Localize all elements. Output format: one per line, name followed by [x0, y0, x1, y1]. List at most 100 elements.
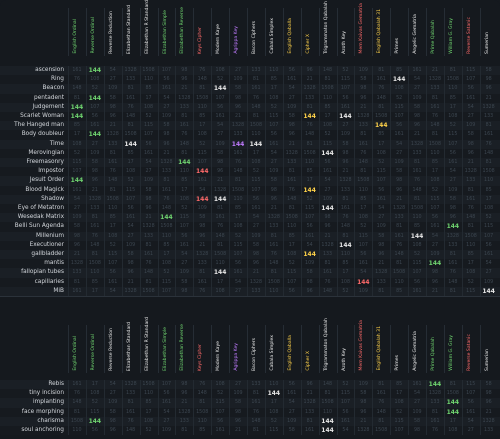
value-cell: 52 — [431, 187, 438, 193]
table-row[interactable]: Body doubleur 17 144 1328 1508 107 98 76 108 27 13… — [0, 130, 500, 140]
value-cell: 107 — [161, 68, 172, 73]
column-keys-cipher[interactable]: Keys Cipher — [193, 4, 211, 54]
column-azoth-key[interactable]: Azoth Key — [337, 4, 355, 54]
table-row[interactable]: ascension 161 144 54 1328 1508 107 98 76 108 27 133… — [0, 66, 500, 76]
table-row[interactable]: MiB 161 17 54 1328 1508 107 98 76 108 27 133 110 56 96… — [0, 286, 500, 296]
table-row[interactable]: gallbladder 21 81 115 58 161 17 54 1328 1508 107 98… — [0, 250, 500, 260]
table-row[interactable]: Blood Magick 161 21 81 115 58 161 17 54 1328 1508 1… — [0, 185, 500, 195]
table-row[interactable]: tiny incision 76 108 27 133 110 56 96 148 52 109 81… — [0, 389, 500, 399]
table-row[interactable]: Shadow 54 1328 1508 107 98 76 108 144 144 110 56 96 1… — [0, 194, 500, 204]
table-row[interactable]: fallopian tubes 133 110 56 96 148 52 109 81 144 16… — [0, 268, 500, 278]
column-label: English Ordinal — [73, 19, 78, 54]
column-william-g-gray[interactable]: William G. Gray — [444, 321, 462, 371]
table-row[interactable]: implanting 148 52 109 81 85 161 21 81 115 58 161 17 5… — [0, 398, 500, 408]
column-english-qabalah-31[interactable]: English Qabalah 31 — [372, 4, 390, 54]
value-cell: 107 — [394, 428, 404, 433]
value-cell: 148 — [466, 215, 476, 221]
column-modern-kaye[interactable]: Modern Kaye — [211, 4, 229, 54]
value-cell: 107 — [161, 288, 172, 294]
table-row[interactable]: Judgement 144 107 98 76 108 27 133 110 56 96 148 52 1… — [0, 102, 500, 112]
value-cell: 56 — [252, 196, 259, 202]
table-row[interactable]: charisma 1508 144 98 76 108 27 133 110 56 96 148 52 1… — [0, 416, 500, 426]
column-elizabethan-simple[interactable]: Elizabethan Simple — [158, 4, 176, 54]
column-separator — [479, 325, 481, 373]
column-angelic-gematria[interactable]: Angelic Gematria — [408, 4, 426, 54]
table-row[interactable]: Belli Sun Agenda 58 161 17 54 1328 1508 107 98 76… — [0, 222, 500, 232]
table-row[interactable]: soul anchoring 110 56 96 148 52 109 81 85 161 21 81… — [0, 426, 500, 436]
column-bacon-ciphers[interactable]: Bacon Ciphers — [247, 4, 265, 54]
column-bacon-ciphers[interactable]: Bacon Ciphers — [247, 321, 265, 371]
table-row[interactable]: Freemasonry 115 58 161 17 54 1328 144 107 98 76 108… — [0, 158, 500, 168]
table-row[interactable]: Merovingian 52 109 81 85 161 21 81 115 58 161 17 54 1… — [0, 148, 500, 158]
row-label: Beacon — [42, 85, 64, 92]
table-row[interactable]: capillaries 81 85 161 21 81 115 58 161 17 54 1328 15… — [0, 277, 500, 287]
column-agrippa-key[interactable]: Agrippa Key — [229, 321, 247, 371]
column-modern-kaye[interactable]: Modern Kaye — [211, 321, 229, 371]
table-row[interactable]: Time 108 27 133 144 56 96 148 52 109 144 144 161 21 81… — [0, 139, 500, 149]
table-row[interactable]: Ring 76 108 27 133 110 56 96 148 52 109 81 85 161 21 81… — [0, 75, 500, 85]
table-row[interactable]: Impostor 107 98 76 108 27 133 110 144 96 148 52 109 8… — [0, 167, 500, 177]
table-row[interactable]: Millenium 98 76 108 27 133 110 56 96 148 52 109 81 85… — [0, 231, 500, 241]
column-english-ordinal[interactable]: English Ordinal — [68, 4, 86, 54]
column-english-qabalah-31[interactable]: English Qabalah 31 — [372, 321, 390, 371]
column-sumerian[interactable]: Sumerian — [480, 4, 498, 54]
column-english-qaballa[interactable]: English Qaballa — [283, 4, 301, 54]
column-cabala-simplex[interactable]: Cabala Simplex — [265, 4, 283, 54]
column-english-ordinal[interactable]: English Ordinal — [68, 321, 86, 371]
table-row[interactable]: Beacon 148 52 109 81 85 161 21 81 144 58 161 17 54 132… — [0, 84, 500, 94]
column-prime-qabalah[interactable]: Prime Qabalah — [426, 321, 444, 371]
column-mem-kaivas-gematria[interactable]: Mem Kaivas Gematria — [354, 3, 372, 54]
column-sumerian[interactable]: Sumerian — [480, 321, 498, 371]
column-english-qaballa[interactable]: English Qaballa — [283, 321, 301, 371]
column-primes[interactable]: Primes — [390, 321, 408, 371]
column-reverse-ordinal[interactable]: Reverse Ordinal — [86, 4, 104, 54]
column-elizabethan-simple[interactable]: Elizabethan Simple — [158, 321, 176, 371]
table-row[interactable]: Eye of Metatron 27 133 110 56 96 148 52 109 81 85 1… — [0, 204, 500, 214]
column-elizabethan-standard[interactable]: Elizabethan Standard — [122, 321, 140, 371]
table-row[interactable]: Jesuit Order 144 96 148 52 109 81 85 161 21 81 115 5… — [0, 176, 500, 186]
column-cipher-x[interactable]: Cipher X — [301, 321, 319, 371]
column-elizabethan-reverse[interactable]: Elizabethan Reverse — [175, 321, 193, 371]
column-william-g-gray[interactable]: William G. Gray — [444, 4, 462, 54]
column-reverse-reduction[interactable]: Reverse Reduction — [104, 4, 122, 54]
column-reverse-ordinal[interactable]: Reverse Ordinal — [86, 321, 104, 371]
column-angelic-gematria[interactable]: Angelic Gematria — [408, 321, 426, 371]
column-elizabethan-r-standard[interactable]: Elizabethan R Standard — [140, 317, 158, 371]
column-trigrammaton-qabalah[interactable]: Trigrammaton Qabalah — [319, 1, 337, 54]
value-cell: 96 — [413, 123, 421, 129]
value-cell: 76 — [306, 123, 313, 129]
value-cell: 107 — [305, 215, 315, 221]
column-keys-cipher[interactable]: Keys Cipher — [193, 321, 211, 371]
value-cell: 109 — [322, 196, 333, 202]
table-row[interactable]: mantis 1328 1508 107 98 76 108 27 133 110 56 96 148 5… — [0, 259, 500, 269]
table-row[interactable]: pentadent 81 144 58 161 17 54 1328 1508 107 98 76 10… — [0, 93, 500, 103]
table-row[interactable]: The Hanged man 85 161 21 81 115 58 161 17 54 1328 1… — [0, 121, 500, 131]
column-cipher-x[interactable]: Cipher X — [301, 4, 319, 54]
column-reverse-satanic[interactable]: Reverse Satanic — [462, 4, 480, 54]
grid-line — [372, 66, 374, 296]
column-label: Reverse Ordinal — [90, 17, 96, 54]
grid-line — [247, 380, 248, 436]
column-trigrammaton-qabalah[interactable]: Trigrammaton Qabalah — [319, 318, 337, 371]
column-primes[interactable]: Primes — [390, 4, 408, 54]
table-row[interactable]: Rebis 161 17 54 1328 1508 107 98 76 108 27 133 110 56… — [0, 380, 500, 390]
value-cell: 144 — [482, 287, 495, 295]
column-reverse-satanic[interactable]: Reverse Satanic — [462, 321, 480, 371]
table-row[interactable]: face morphing 81 115 58 161 17 54 1328 1508 107 98… — [0, 407, 500, 417]
table-row[interactable]: Executioner 96 148 52 109 81 85 161 21 81 115 58 161… — [0, 240, 500, 250]
column-elizabethan-reverse[interactable]: Elizabethan Reverse — [175, 4, 193, 54]
column-agrippa-key[interactable]: Agrippa Key — [229, 4, 247, 54]
value-cell: 144 — [428, 260, 442, 268]
column-label: Sumerian — [484, 348, 490, 371]
column-cabala-simplex[interactable]: Cabala Simplex — [265, 321, 283, 371]
column-elizabethan-r-standard[interactable]: Elizabethan R Standard — [140, 0, 158, 54]
column-elizabethan-standard[interactable]: Elizabethan Standard — [122, 4, 140, 54]
column-reverse-reduction[interactable]: Reverse Reduction — [104, 321, 122, 371]
value-cell: 161 — [233, 150, 243, 156]
value-cell: 85 — [413, 224, 421, 230]
column-azoth-key[interactable]: Azoth Key — [337, 321, 355, 371]
column-prime-qabalah[interactable]: Prime Qabalah — [426, 4, 444, 54]
column-mem-kaivas-gematria[interactable]: Mem Kaivas Gematria — [354, 320, 372, 371]
table-row[interactable]: Wesedak Matrix 109 81 85 161 21 144 115 58 161 17 5… — [0, 213, 500, 223]
table-row[interactable]: Scarlet Woman 144 56 96 148 52 109 81 85 161 21 81 1… — [0, 112, 500, 122]
